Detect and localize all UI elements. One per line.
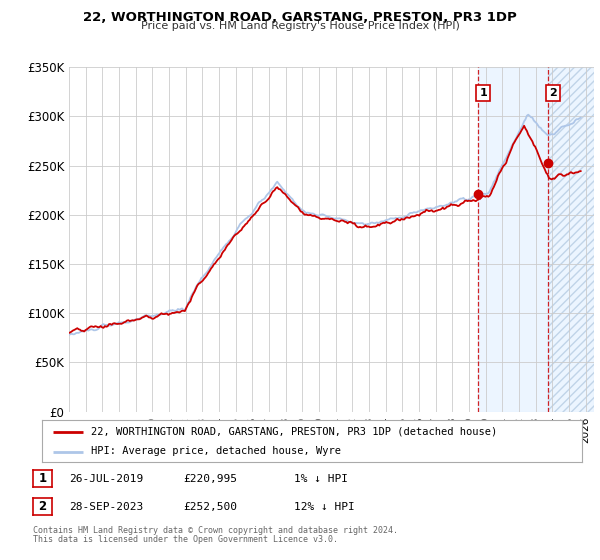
Text: 22, WORTHINGTON ROAD, GARSTANG, PRESTON, PR3 1DP (detached house): 22, WORTHINGTON ROAD, GARSTANG, PRESTON,… (91, 427, 497, 437)
Text: 2: 2 (38, 500, 47, 513)
Text: 26-JUL-2019: 26-JUL-2019 (69, 474, 143, 484)
Text: 1% ↓ HPI: 1% ↓ HPI (294, 474, 348, 484)
Text: £220,995: £220,995 (183, 474, 237, 484)
Text: 28-SEP-2023: 28-SEP-2023 (69, 502, 143, 512)
Text: 1: 1 (479, 88, 487, 98)
Text: £252,500: £252,500 (183, 502, 237, 512)
Text: 12% ↓ HPI: 12% ↓ HPI (294, 502, 355, 512)
Text: 22, WORTHINGTON ROAD, GARSTANG, PRESTON, PR3 1DP: 22, WORTHINGTON ROAD, GARSTANG, PRESTON,… (83, 11, 517, 24)
Text: 1: 1 (38, 472, 47, 485)
Bar (548, 67, 594, 412)
Bar (478, 67, 548, 412)
Text: Contains HM Land Registry data © Crown copyright and database right 2024.: Contains HM Land Registry data © Crown c… (33, 526, 398, 535)
Text: HPI: Average price, detached house, Wyre: HPI: Average price, detached house, Wyre (91, 446, 341, 456)
Bar (548, 67, 594, 412)
Text: Price paid vs. HM Land Registry's House Price Index (HPI): Price paid vs. HM Land Registry's House … (140, 21, 460, 31)
Text: This data is licensed under the Open Government Licence v3.0.: This data is licensed under the Open Gov… (33, 535, 338, 544)
Text: 2: 2 (549, 88, 557, 98)
